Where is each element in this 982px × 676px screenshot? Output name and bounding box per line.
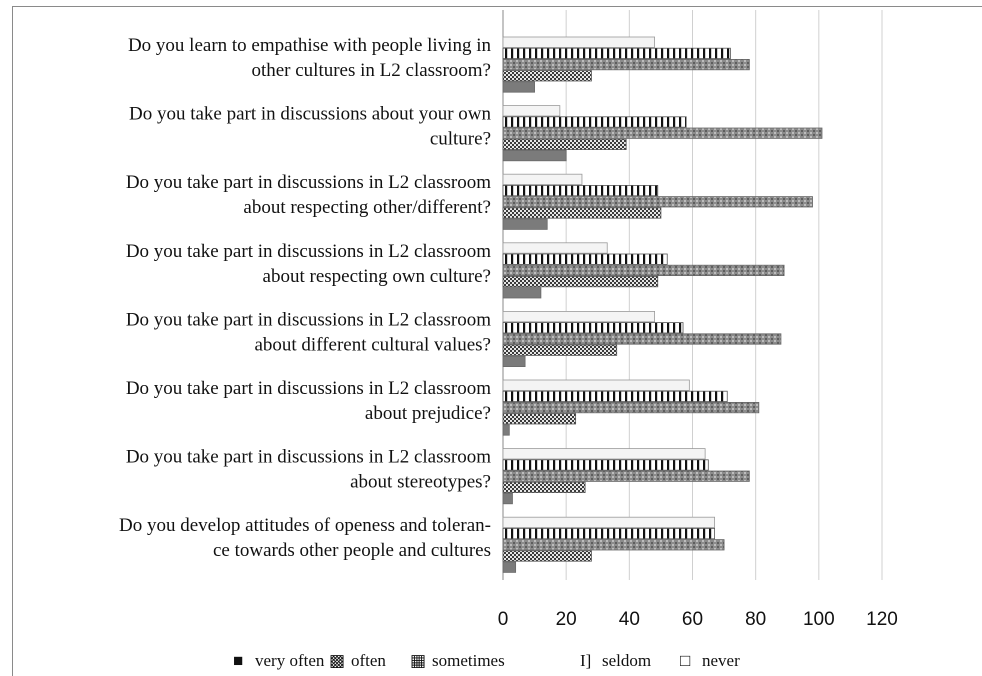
category-labels: Do you learn to empathise with people li… [119,35,491,561]
bar-very-often-1 [502,81,535,93]
bar-often-7 [502,481,586,494]
category-label-8-line-1: Do you develop attitudes of openess and … [119,515,491,536]
category-label-6-line-1: Do you take part in discussions in L2 cl… [126,378,491,399]
bar-very-often-6 [502,424,510,436]
bar-seldom-6 [502,390,728,403]
bar-very-often-4 [502,287,542,299]
chart-frame [12,6,982,676]
category-label-8-line-2: ce towards other people and cultures [213,540,491,561]
legend-label-very-often: very often [255,651,325,670]
bar-sometimes-3 [502,196,813,208]
category-label-7-line-2: about stereotypes? [350,472,491,493]
legend-label-often: often [351,651,386,670]
category-label-4-line-2: about respecting own culture? [263,266,491,287]
bar-sometimes-1 [502,59,750,71]
bar-sometimes-4 [502,264,785,277]
bar-very-often-8 [502,561,517,573]
legend-swatch-seldom-icon: I] [580,651,591,670]
legend-item-seldom: I] seldom [580,651,651,670]
bar-never-8 [502,516,716,529]
x-tick-label: 100 [803,609,835,630]
category-label-3-line-1: Do you take part in discussions in L2 cl… [126,172,491,193]
bar-often-3 [502,207,662,219]
bar-never-7 [502,448,706,460]
bar-sometimes-6 [502,401,760,414]
bar-sometimes-7 [502,470,750,482]
legend-item-often: ▩ often [329,651,386,670]
legend-item-very-often: ■ very often [233,651,325,670]
category-label-1-line-2: other cultures in L2 classroom? [251,60,491,81]
x-tick-label: 60 [682,609,703,630]
bar-sometimes-5 [502,333,782,345]
bar-often-1 [502,70,592,82]
bar-sometimes-8 [502,539,725,551]
bar-never-5 [502,310,656,323]
bar-often-2 [502,138,627,150]
bar-never-1 [502,36,656,48]
category-label-2-line-1: Do you take part in discussions about yo… [129,104,492,125]
category-label-4-line-1: Do you take part in discussions in L2 cl… [126,241,491,262]
category-label-3-line-2: about respecting other/different? [243,197,491,218]
category-label-5-line-2: about different cultural values? [254,334,491,355]
category-label-2-line-2: culture? [430,129,491,150]
bar-often-4 [502,275,659,288]
legend-swatch-very-often-icon: ■ [233,651,243,670]
legend-label-sometimes: sometimes [432,651,505,670]
category-label-1-line-1: Do you learn to empathise with people li… [128,35,492,56]
grid-lines [502,10,883,580]
x-tick-label: 80 [745,609,766,630]
x-tick-label: 0 [498,609,509,630]
legend-label-never: never [702,651,740,670]
legend-item-never: □ never [680,651,740,670]
x-axis-tick-labels: 0 20 40 60 80 100 120 [498,609,898,630]
category-label-5-line-1: Do you take part in discussions in L2 cl… [126,309,491,330]
category-label-6-line-2: about prejudice? [365,403,491,424]
bar-sometimes-2 [502,127,823,139]
bar-often-5 [502,344,618,356]
bar-often-6 [502,413,577,425]
legend-swatch-sometimes-icon: ▦ [410,651,426,670]
legend-swatch-often-icon: ▩ [329,651,345,670]
legend: ■ very often ▩ often ▦ sometimes I] seldom □ neve… [233,651,740,670]
bars [502,36,823,573]
bar-seldom-7 [502,459,709,471]
bar-very-often-3 [502,218,548,230]
bar-seldom-2 [502,116,687,128]
bar-never-3 [502,173,583,185]
bar-very-often-7 [502,492,513,505]
bar-seldom-3 [502,184,659,197]
x-tick-label: 40 [619,609,640,630]
bar-never-2 [502,105,561,117]
legend-swatch-never-icon: □ [680,651,690,670]
category-label-7-line-1: Do you take part in discussions in L2 cl… [126,447,491,468]
bar-very-often-5 [502,355,526,368]
legend-item-sometimes: ▦ sometimes [410,651,505,670]
x-tick-label: 120 [866,609,898,630]
bar-seldom-5 [502,322,684,334]
bar-seldom-8 [502,528,716,540]
legend-label-seldom: seldom [602,651,651,670]
bar-seldom-1 [502,47,731,60]
bar-very-often-2 [502,149,567,162]
bar-seldom-4 [502,253,668,265]
bar-often-8 [502,550,592,562]
bar-never-4 [502,242,608,254]
bar-never-6 [502,379,690,391]
x-tick-label: 20 [556,609,577,630]
